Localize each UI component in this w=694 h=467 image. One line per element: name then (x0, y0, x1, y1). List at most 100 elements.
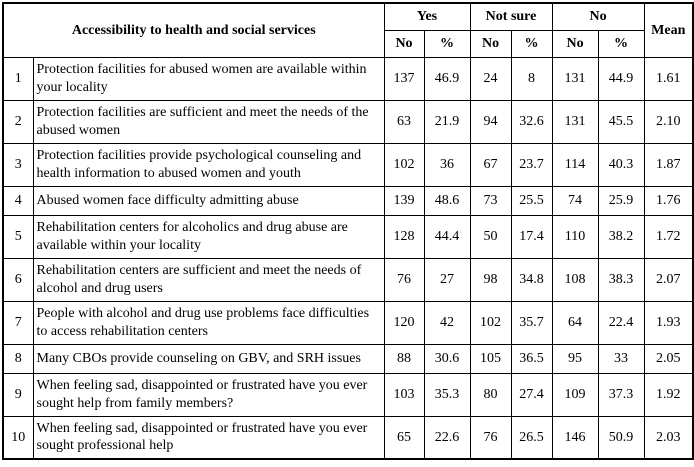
row-number: 10 (2, 415, 34, 460)
mean-value: 2.03 (643, 415, 694, 460)
notsure-count: 102 (469, 300, 512, 345)
table-row: 2 Protection facilities are sufficient a… (2, 99, 694, 144)
notsure-percent: 26.5 (510, 415, 553, 460)
subheader-no-percent: % (597, 29, 645, 58)
mean-value: 1.61 (643, 56, 694, 101)
no-percent: 22.4 (597, 300, 645, 345)
row-number: 7 (2, 300, 34, 345)
yes-count: 63 (383, 99, 425, 144)
yes-count: 120 (383, 300, 425, 345)
row-statement: Protection facilities provide psychologi… (32, 142, 385, 187)
notsure-percent: 25.5 (510, 185, 553, 216)
no-percent: 38.2 (597, 214, 645, 259)
mean-value: 2.07 (643, 257, 694, 302)
yes-count: 102 (383, 142, 425, 187)
subheader-yes-percent: % (423, 29, 471, 58)
notsure-count: 24 (469, 56, 512, 101)
notsure-count: 105 (469, 343, 512, 374)
row-number: 5 (2, 214, 34, 259)
column-header-mean: Mean (643, 2, 694, 58)
row-number: 4 (2, 185, 34, 216)
row-number: 3 (2, 142, 34, 187)
column-group-no: No (551, 2, 645, 31)
row-number: 8 (2, 343, 34, 374)
yes-percent: 42 (423, 300, 471, 345)
no-percent: 25.9 (597, 185, 645, 216)
no-percent: 38.3 (597, 257, 645, 302)
yes-percent: 21.9 (423, 99, 471, 144)
mean-value: 1.72 (643, 214, 694, 259)
no-percent: 44.9 (597, 56, 645, 101)
no-count: 74 (551, 185, 599, 216)
no-percent: 45.5 (597, 99, 645, 144)
yes-percent: 27 (423, 257, 471, 302)
notsure-percent: 8 (510, 56, 553, 101)
accessibility-survey-table: Accessibility to health and social servi… (2, 2, 694, 460)
row-statement: When feeling sad, disappointed or frustr… (32, 372, 385, 417)
yes-count: 128 (383, 214, 425, 259)
row-number: 9 (2, 372, 34, 417)
row-statement: Rehabilitation centers are sufficient an… (32, 257, 385, 302)
yes-count: 65 (383, 415, 425, 460)
notsure-count: 94 (469, 99, 512, 144)
row-statement: Protection facilities for abused women a… (32, 56, 385, 101)
row-number: 2 (2, 99, 34, 144)
subheader-notsure-count: No (469, 29, 512, 58)
mean-value: 1.93 (643, 300, 694, 345)
table-row: 9 When feeling sad, disappointed or frus… (2, 372, 694, 417)
yes-count: 76 (383, 257, 425, 302)
no-count: 64 (551, 300, 599, 345)
yes-percent: 48.6 (423, 185, 471, 216)
no-count: 146 (551, 415, 599, 460)
notsure-count: 67 (469, 142, 512, 187)
table-row: 5 Rehabilitation centers for alcoholics … (2, 214, 694, 259)
table-title: Accessibility to health and social servi… (2, 2, 385, 58)
no-count: 109 (551, 372, 599, 417)
mean-value: 1.76 (643, 185, 694, 216)
mean-value: 2.10 (643, 99, 694, 144)
table-row: 1 Protection facilities for abused women… (2, 56, 694, 101)
column-group-yes: Yes (383, 2, 471, 31)
table-row: 3 Protection facilities provide psycholo… (2, 142, 694, 187)
no-count: 95 (551, 343, 599, 374)
notsure-percent: 34.8 (510, 257, 553, 302)
notsure-count: 98 (469, 257, 512, 302)
mean-value: 1.87 (643, 142, 694, 187)
yes-percent: 22.6 (423, 415, 471, 460)
yes-count: 139 (383, 185, 425, 216)
no-percent: 50.9 (597, 415, 645, 460)
notsure-count: 76 (469, 415, 512, 460)
subheader-yes-count: No (383, 29, 425, 58)
yes-count: 137 (383, 56, 425, 101)
notsure-percent: 32.6 (510, 99, 553, 144)
table-row: 7 People with alcohol and drug use probl… (2, 300, 694, 345)
table-row: 8 Many CBOs provide counseling on GBV, a… (2, 343, 694, 374)
notsure-count: 80 (469, 372, 512, 417)
column-group-not-sure: Not sure (469, 2, 553, 31)
yes-percent: 35.3 (423, 372, 471, 417)
row-number: 6 (2, 257, 34, 302)
no-count: 114 (551, 142, 599, 187)
no-percent: 37.3 (597, 372, 645, 417)
notsure-percent: 27.4 (510, 372, 553, 417)
header-row-groups: Accessibility to health and social servi… (2, 2, 694, 58)
notsure-percent: 36.5 (510, 343, 553, 374)
yes-percent: 44.4 (423, 214, 471, 259)
no-count: 131 (551, 99, 599, 144)
no-count: 131 (551, 56, 599, 101)
yes-percent: 30.6 (423, 343, 471, 374)
row-statement: Protection facilities are sufficient and… (32, 99, 385, 144)
yes-count: 88 (383, 343, 425, 374)
row-statement: When feeling sad, disappointed or frustr… (32, 415, 385, 460)
header-row-sub: No % No % No % (3, 29, 693, 58)
table-row: 4 Abused women face difficulty admitting… (2, 185, 694, 216)
notsure-count: 73 (469, 185, 512, 216)
row-statement: Many CBOs provide counseling on GBV, and… (32, 343, 385, 374)
row-statement: People with alcohol and drug use problem… (32, 300, 385, 345)
notsure-count: 50 (469, 214, 512, 259)
subheader-no-count: No (551, 29, 599, 58)
notsure-percent: 23.7 (510, 142, 553, 187)
yes-count: 103 (383, 372, 425, 417)
row-statement: Rehabilitation centers for alcoholics an… (32, 214, 385, 259)
